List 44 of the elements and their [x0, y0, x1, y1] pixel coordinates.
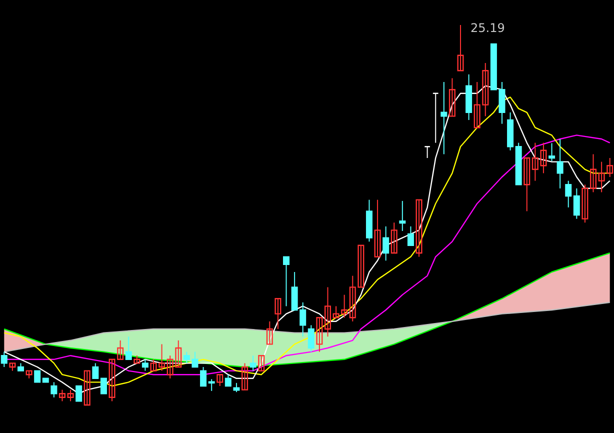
candlestick: [274, 298, 282, 330]
annotation: 25.19: [470, 21, 505, 35]
candlestick: [374, 199, 381, 258]
candlestick: [565, 180, 572, 208]
candlestick: [216, 374, 224, 386]
candlestick: [67, 389, 74, 402]
candlestick: [432, 92, 439, 144]
candlestick: [382, 226, 390, 262]
candlestick: [200, 366, 207, 387]
candlestick: [390, 222, 398, 254]
candlestick: [440, 82, 448, 155]
candlestick: [324, 286, 331, 338]
candlestick: [50, 382, 58, 398]
candlestick: [258, 355, 265, 372]
candlestick: [416, 199, 422, 258]
candlestick: [242, 362, 248, 390]
candlestick: [224, 374, 232, 387]
candlestick: [84, 370, 90, 406]
candlestick: [266, 320, 273, 345]
candlestick: [125, 336, 132, 360]
candlestick: [308, 324, 314, 352]
candlestick: [524, 157, 530, 212]
candlestick: [233, 382, 240, 393]
candlestick: [100, 378, 107, 394]
candlestick: [556, 138, 564, 189]
candlestick: [424, 146, 431, 158]
candlestick: [316, 317, 323, 352]
candlestick: [92, 362, 99, 379]
candlestick: [142, 358, 148, 372]
candlestick: [0, 351, 8, 368]
candlestick: [76, 385, 82, 402]
candlestick: [34, 370, 41, 383]
candlestick: [582, 184, 588, 224]
candlestick: [250, 355, 256, 372]
candlestick: [407, 226, 414, 246]
candlestick: [590, 154, 597, 193]
candlestick: [548, 142, 556, 162]
candlestick: [448, 78, 456, 117]
candlestick: [208, 378, 215, 392]
candlestick: [58, 389, 66, 402]
candlestick: [283, 256, 290, 307]
candlestick: [573, 188, 580, 220]
candlestick: [399, 200, 406, 232]
candlestick: [457, 24, 464, 72]
